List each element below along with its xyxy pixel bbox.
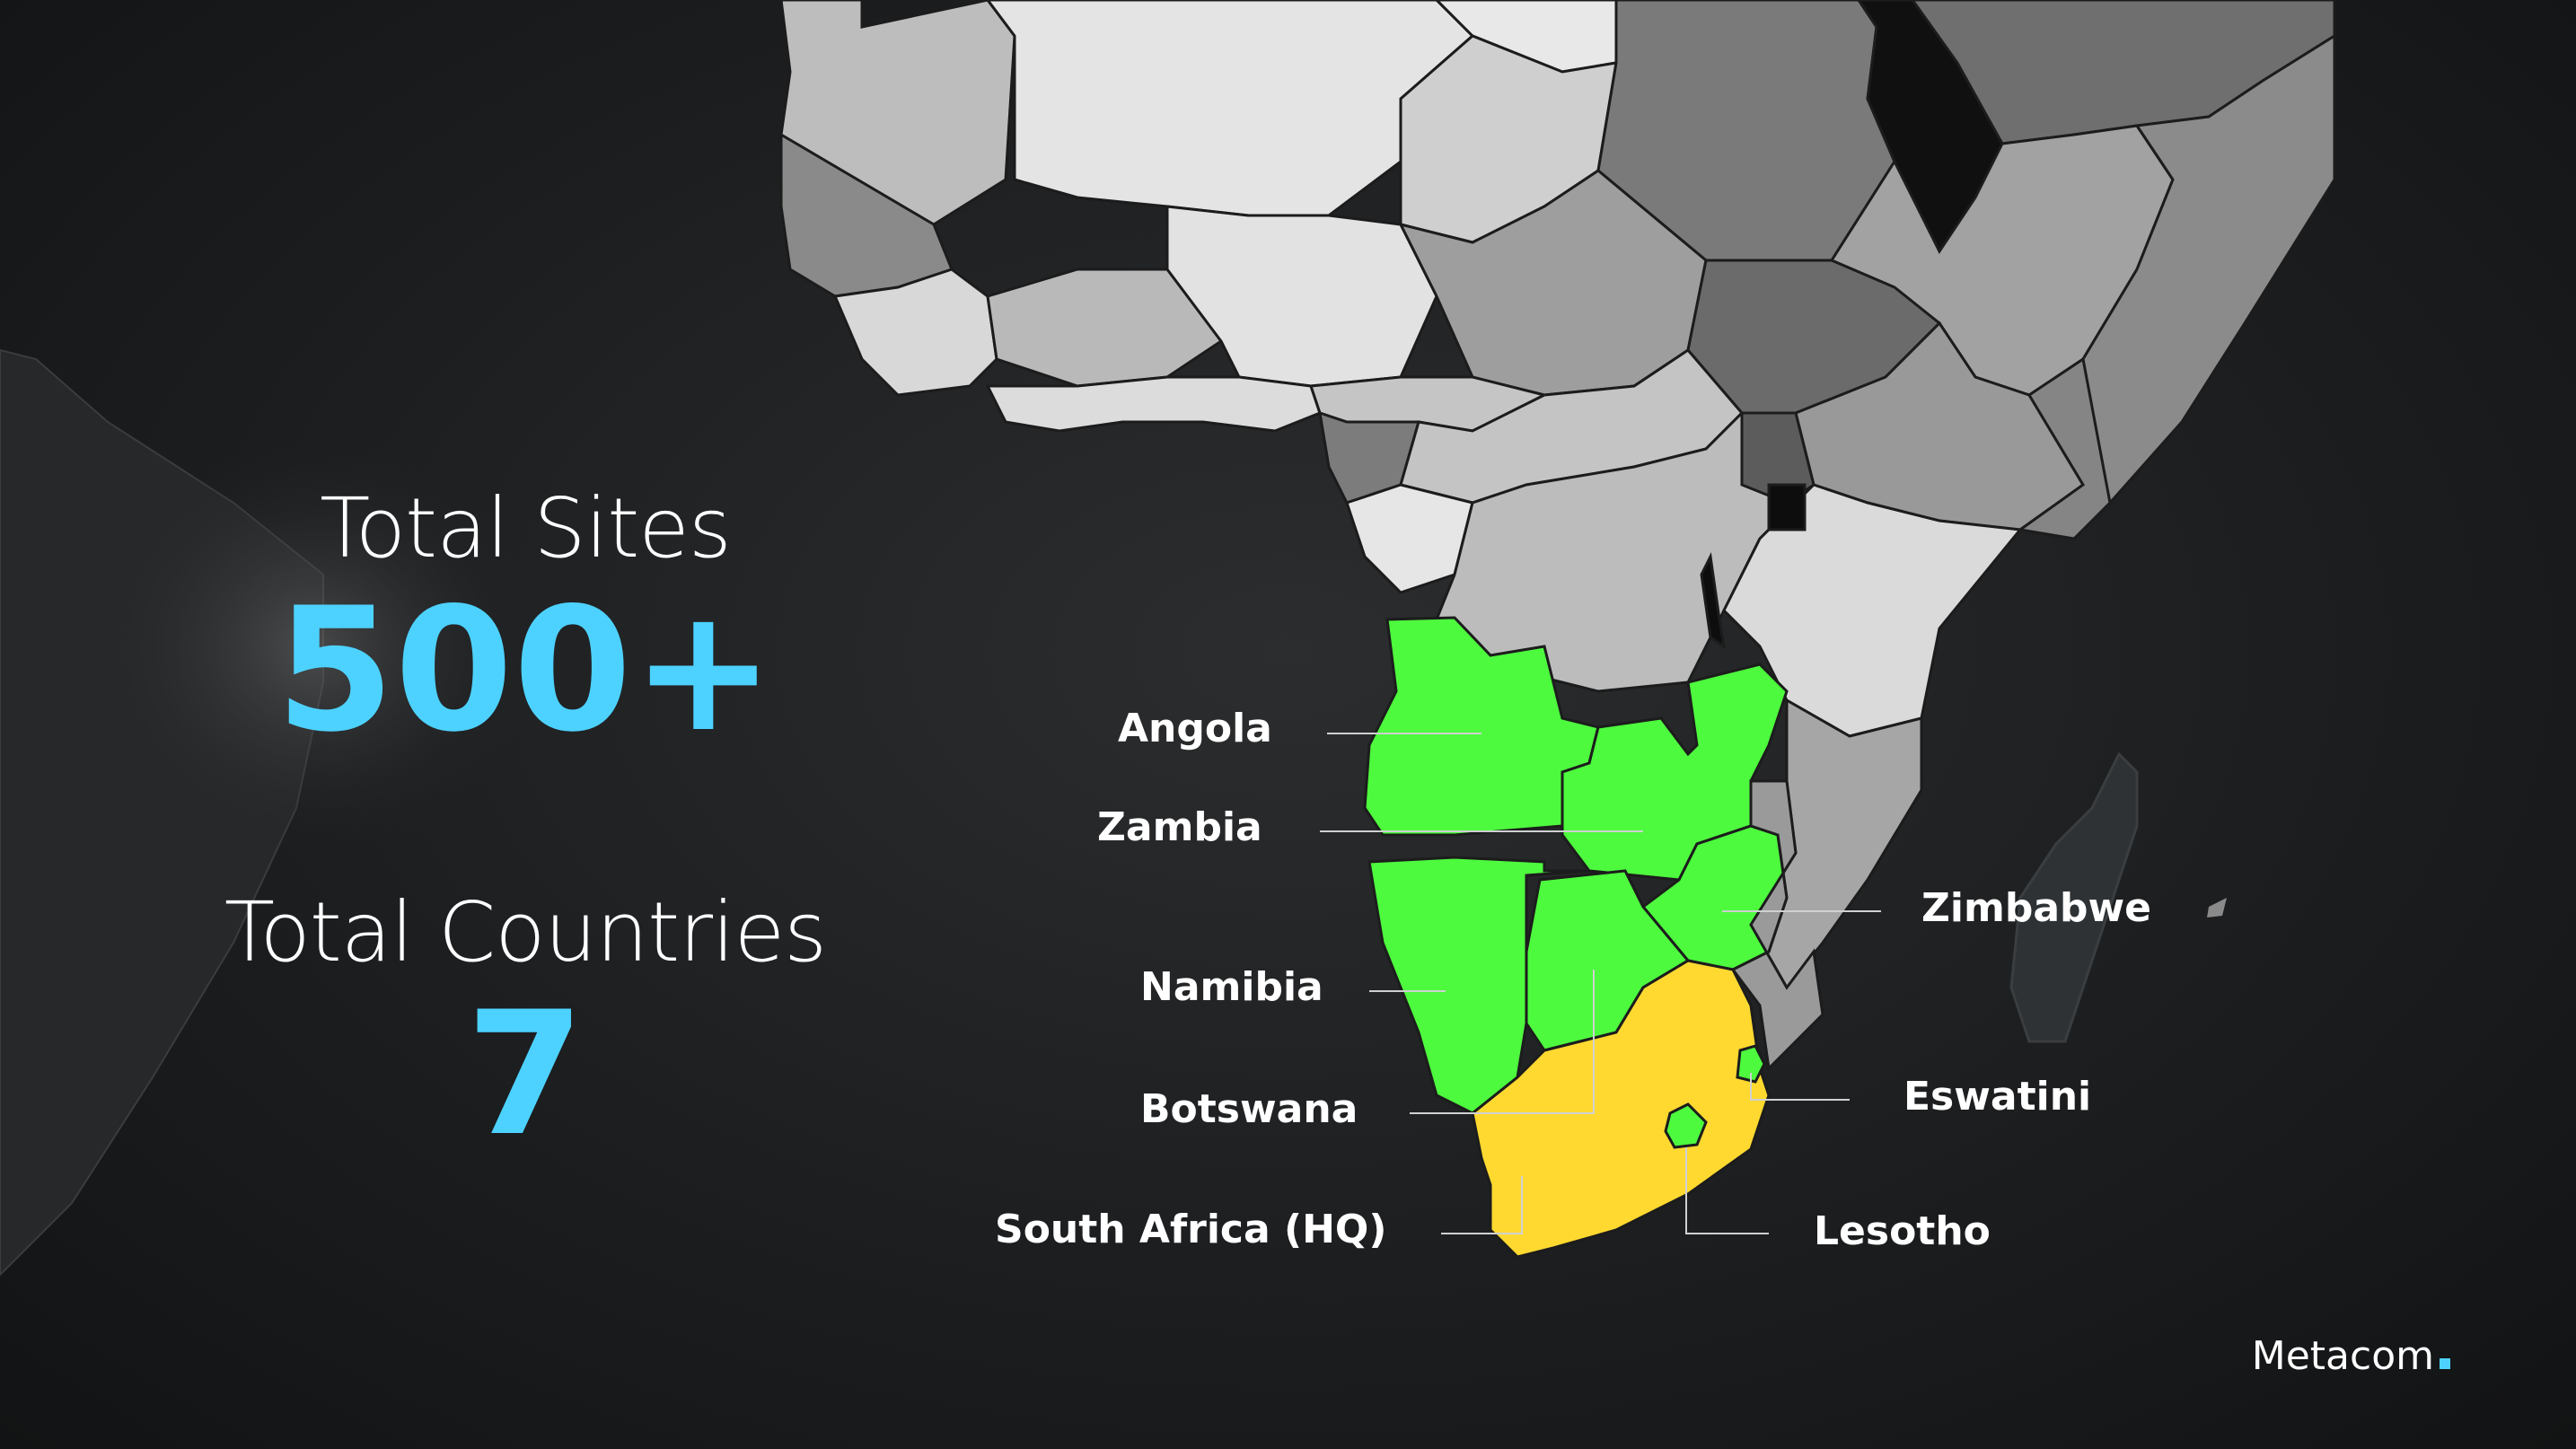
label-zimbabwe: Zimbabwe <box>1921 885 2152 931</box>
country-shape <box>2017 356 2112 540</box>
lake-shape <box>1767 483 1807 531</box>
north-africa-countries <box>779 0 2336 990</box>
total-countries-stat: Total Countries 7 <box>211 884 840 1160</box>
total-sites-value: 500+ <box>276 571 775 769</box>
country-shape <box>985 375 1322 433</box>
brand-name: Metacom <box>2251 1333 2434 1379</box>
eswatini-shape <box>1736 1044 1766 1084</box>
total-countries-label: Total Countries <box>224 884 827 980</box>
brand-dot-icon <box>2440 1358 2450 1369</box>
south-africa-shape <box>1471 959 1771 1259</box>
country-shape <box>2081 33 2336 505</box>
madagascar-landmass <box>2009 751 2139 1043</box>
total-sites-label: Total Sites <box>320 480 732 576</box>
total-countries-value: 7 <box>465 975 585 1173</box>
label-namibia: Namibia <box>1140 964 1323 1010</box>
leader-line-botswana <box>1410 970 1595 1114</box>
glow-shape <box>81 431 548 862</box>
mozambique-shape <box>1730 779 1824 1072</box>
leader-line-eswatini <box>1750 1073 1850 1101</box>
label-zambia: Zambia <box>1097 804 1262 850</box>
label-botswana: Botswana <box>1140 1086 1358 1132</box>
zambia-shape <box>1561 663 1789 882</box>
brand-logo: Metacom <box>2252 1333 2450 1379</box>
island-shape <box>2207 898 2227 918</box>
label-angola: Angola <box>1118 706 1272 751</box>
country-shape <box>1165 205 1438 388</box>
label-south-africa: South Africa (HQ) <box>995 1207 1387 1252</box>
leader-line-lesotho <box>1685 1147 1769 1234</box>
leader-lines <box>1320 733 1881 1234</box>
country-shape <box>986 268 1224 388</box>
lake-shape <box>1700 552 1727 650</box>
label-lesotho: Lesotho <box>1814 1208 1991 1254</box>
total-sites-stat: Total Sites 500+ <box>211 480 840 756</box>
operating-countries <box>1363 616 1824 1259</box>
leader-line-south-africa <box>1441 1176 1523 1234</box>
lesotho-shape <box>1664 1102 1708 1149</box>
label-eswatini: Eswatini <box>1903 1074 2092 1120</box>
